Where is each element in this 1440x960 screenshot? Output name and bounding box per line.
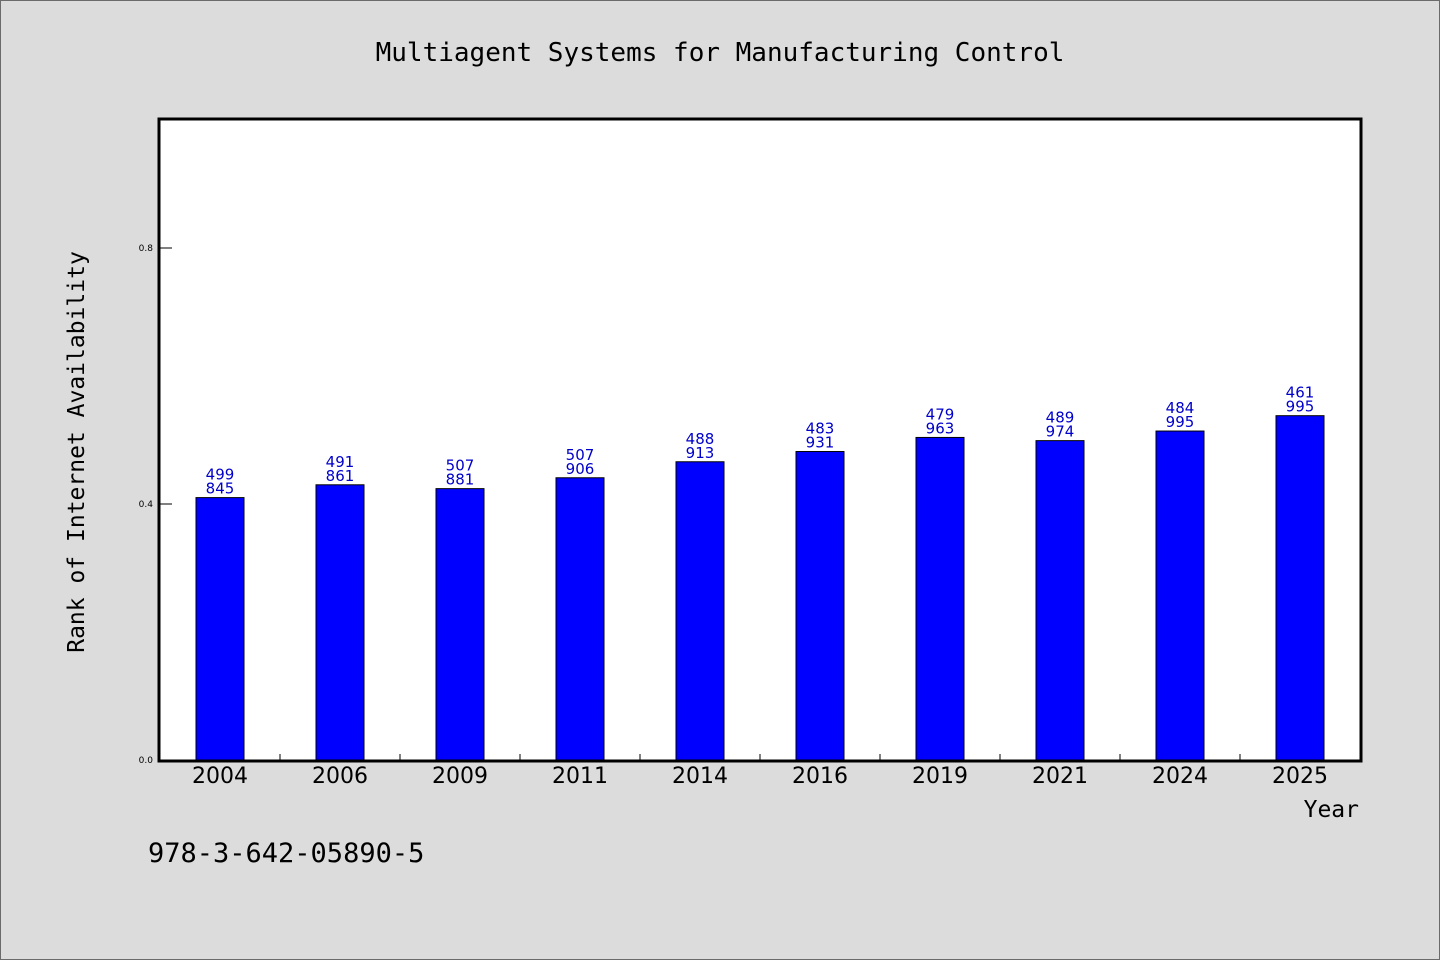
bar-data-label-2011-2: 906 [566,460,595,478]
x-axis-ticks: 2004 2006 2009 2011 2014 2016 2019 2021 2024 2025 [192,754,1328,789]
x-tick-label-2009: 2009 [432,764,488,789]
bar-2009 [435,488,485,761]
bar-2019 [915,436,965,761]
x-tick-label-2004: 2004 [192,764,248,789]
bar-2011 [555,477,605,761]
bar-2016 [795,451,845,761]
bar-data-label-2009-2: 881 [446,471,475,489]
x-tick-label-2024: 2024 [1152,764,1208,789]
x-tick-label-2021: 2021 [1032,764,1088,789]
bar-data-label-2016-2: 931 [806,434,835,452]
bar-data-label-2019-2: 963 [926,419,955,437]
x-tick-label-2011: 2011 [552,764,608,789]
bar-data-label-2016-1: 483 [806,420,835,438]
bar-data-label-2024-2: 995 [1166,413,1195,431]
x-tick-label-2025: 2025 [1272,764,1328,789]
bar-data-label-2014-2: 913 [686,444,715,462]
x-tick-label-2016: 2016 [792,764,848,789]
bar-data-label-2004-1: 499 [206,466,235,484]
bar-2024 [1155,430,1205,761]
y-tick-label-0.8: 0.8 [139,244,154,254]
bar-2021 [1035,440,1085,761]
isbn-footer: 978-3-642-05890-5 [148,838,424,869]
y-axis-ticks: 0.0 0.4 0.8 [139,244,172,766]
bar-labels-group: 4998454918615078815079064889134839314799… [206,384,1315,498]
bar-2006 [315,484,365,761]
bar-data-label-2025-1: 461 [1286,384,1315,402]
bar-data-label-2025-2: 995 [1286,398,1315,416]
bar-data-label-2019-1: 479 [926,405,955,423]
bar-2025 [1275,415,1325,761]
bar-2004 [195,497,245,761]
x-tick-label-2019: 2019 [912,764,968,789]
bar-data-label-2009-1: 507 [446,457,475,475]
x-tick-label-2014: 2014 [672,764,728,789]
chart-title: Multiagent Systems for Manufacturing Con… [376,38,1065,68]
bar-data-label-2006-2: 861 [326,467,355,485]
y-tick-label-0.4: 0.4 [139,500,154,510]
bar-data-label-2006-1: 491 [326,453,355,471]
bars-group [195,415,1325,761]
x-tick-label-2006: 2006 [312,764,368,789]
bar-data-label-2011-1: 507 [566,446,595,464]
bar-data-label-2024-1: 484 [1166,399,1195,417]
y-axis-label: Rank of Internet Availability [64,251,90,653]
x-axis-label: Year [1304,797,1359,823]
bar-data-label-2021-1: 489 [1046,409,1075,427]
bar-data-label-2021-2: 974 [1046,423,1075,441]
y-tick-label-0.0: 0.0 [139,756,154,766]
bar-data-label-2004-2: 845 [206,480,235,498]
bar-data-label-2014-1: 488 [686,430,715,448]
bar-2014 [675,461,725,761]
